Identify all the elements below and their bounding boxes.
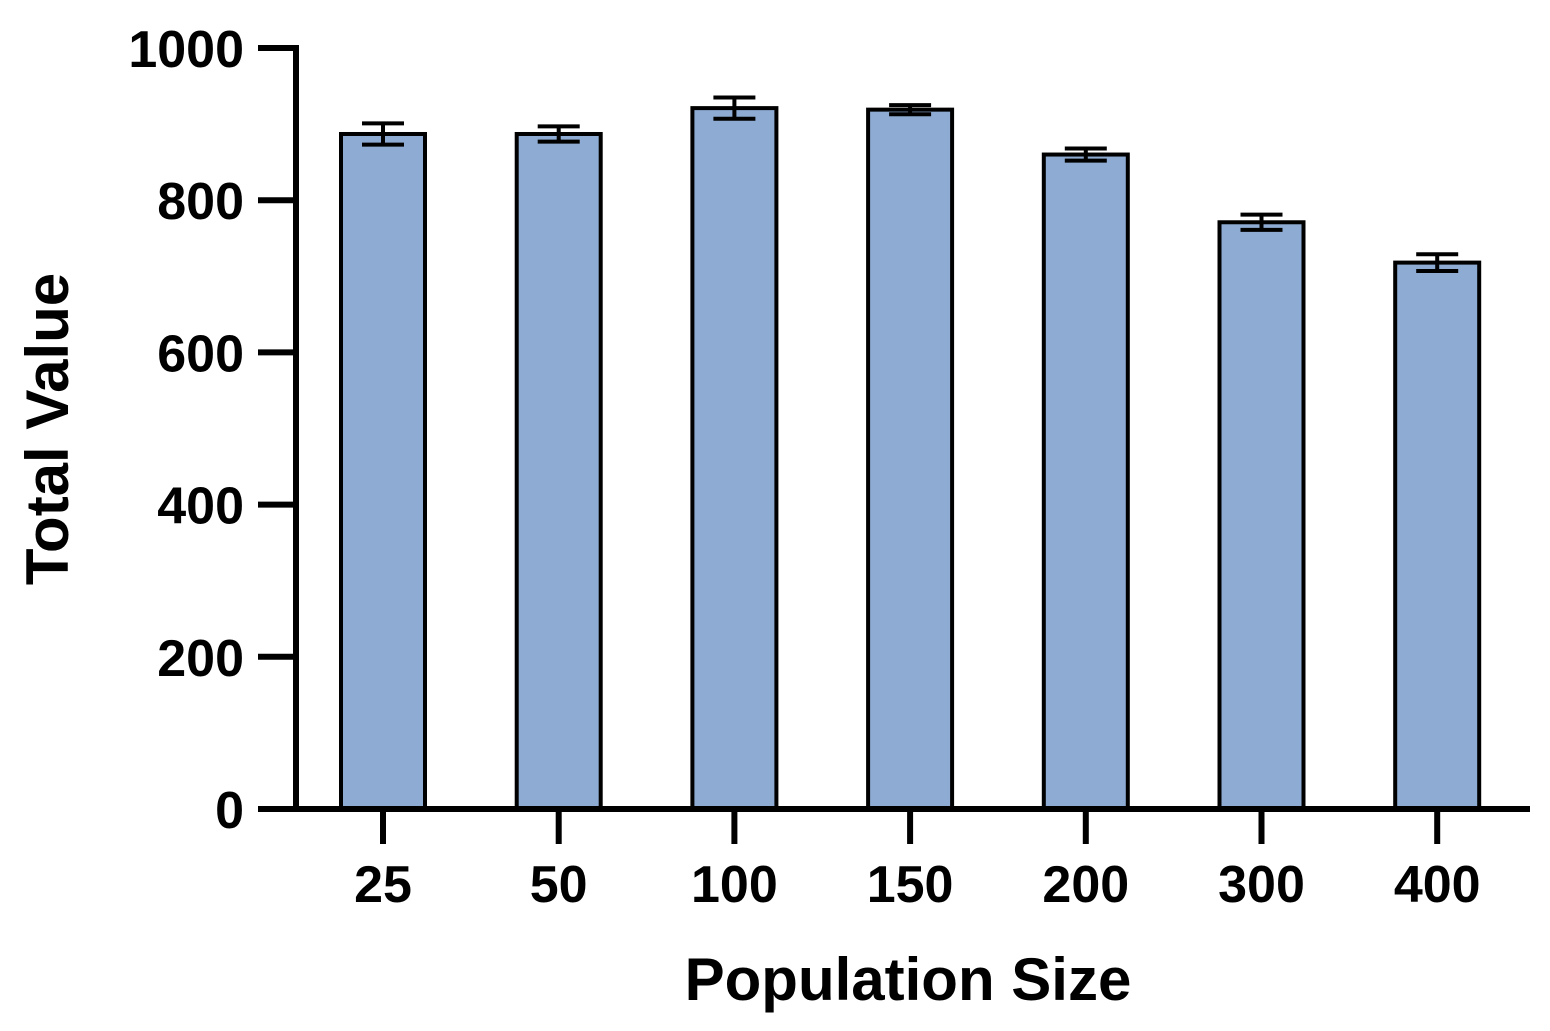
bars-group	[339, 106, 1482, 812]
x-tick-label: 200	[1042, 856, 1129, 914]
axes-group	[258, 45, 1530, 812]
y-ticks-group: 0 200 400 600 800 1000	[128, 21, 296, 840]
x-tick-label: 300	[1218, 856, 1305, 914]
x-tick-label: 150	[867, 856, 954, 914]
y-tick-label: 600	[157, 325, 244, 383]
x-tick-label: 400	[1394, 856, 1481, 914]
bar-300	[1217, 220, 1306, 812]
x-ticks-group: 25 50 100 150 200 300 400	[354, 809, 1481, 914]
x-tick-label: 25	[354, 856, 412, 914]
x-axis-title: Population Size	[685, 946, 1132, 1013]
error-bars-group	[362, 95, 1459, 273]
y-tick-label: 800	[157, 173, 244, 231]
bar-50	[514, 131, 603, 812]
x-tick-label: 100	[691, 856, 778, 914]
bar-100	[690, 106, 779, 811]
bar-200	[1041, 152, 1130, 812]
bar-150	[866, 107, 955, 812]
y-tick-label: 0	[215, 782, 244, 840]
bar-25	[339, 131, 427, 812]
y-tick-label: 1000	[128, 21, 244, 79]
y-axis-title: Total Value	[14, 273, 81, 585]
bar-400	[1393, 260, 1482, 811]
x-tick-label: 50	[530, 856, 588, 914]
y-tick-label: 200	[157, 630, 244, 688]
y-tick-label: 400	[157, 478, 244, 536]
